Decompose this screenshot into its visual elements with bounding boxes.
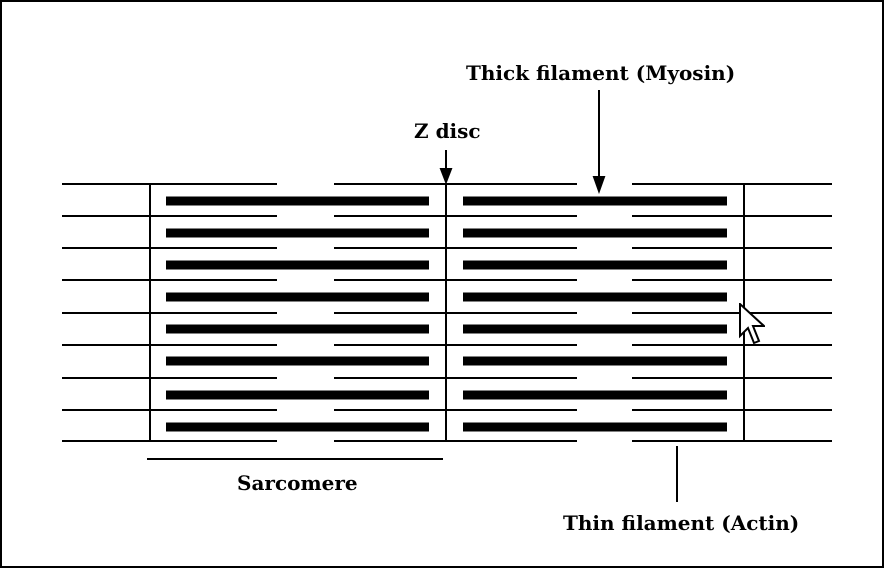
thin-filament-label: Thin filament (Actin) <box>563 511 800 535</box>
thick-filaments-group <box>166 196 727 432</box>
arrow-pointer-icon <box>739 303 765 345</box>
z-disc-pointer-arrowhead <box>439 168 453 185</box>
pointers-group <box>147 90 678 502</box>
sarcomere-label: Sarcomere <box>237 471 358 495</box>
thick-filament-pointer-arrowhead <box>592 176 606 194</box>
thick-filament-label: Thick filament (Myosin) <box>466 61 736 85</box>
z-disc-label: Z disc <box>414 119 481 143</box>
thin-filaments-group <box>62 183 832 442</box>
